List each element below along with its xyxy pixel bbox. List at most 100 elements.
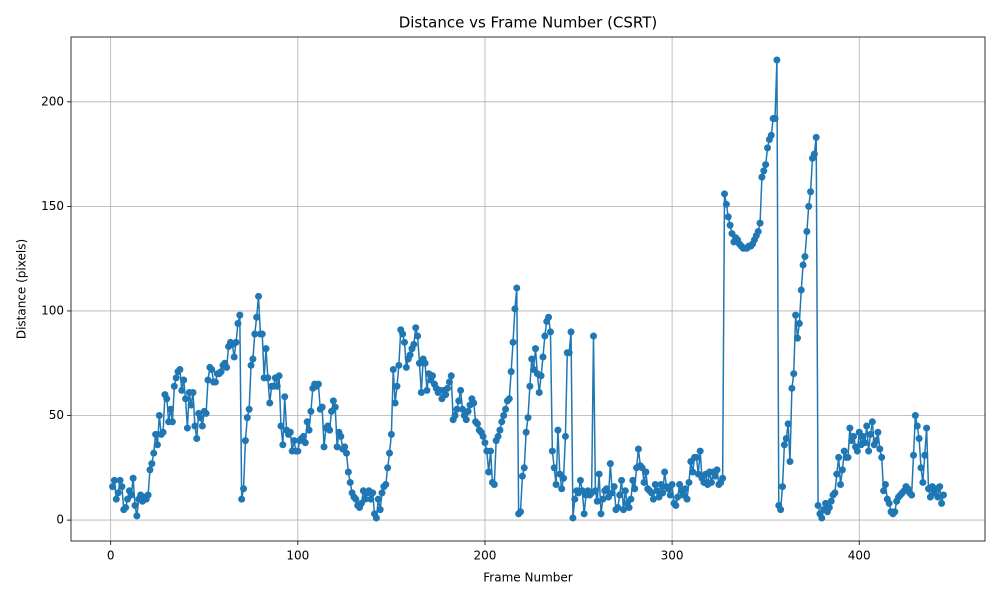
data-point (754, 227, 762, 235)
data-point (758, 173, 766, 181)
data-point (668, 481, 676, 489)
y-tick-label: 150 (41, 199, 64, 213)
data-point (133, 512, 141, 520)
data-point (552, 481, 560, 489)
data-point (866, 430, 874, 438)
data-point (243, 414, 251, 422)
data-point (522, 428, 530, 436)
data-point (155, 412, 163, 420)
data-point (850, 432, 858, 440)
data-point (571, 495, 579, 503)
data-point (279, 441, 287, 449)
data-point (603, 485, 611, 493)
data-point (919, 478, 927, 486)
data-point (172, 374, 180, 382)
data-point (447, 372, 455, 380)
data-point (249, 355, 257, 363)
data-point (642, 468, 650, 476)
data-point (589, 332, 597, 340)
data-point (329, 397, 337, 405)
data-point (795, 320, 803, 328)
data-point (657, 481, 665, 489)
data-point (878, 453, 886, 461)
data-point (496, 426, 504, 434)
data-point (509, 338, 517, 346)
data-point (473, 420, 481, 428)
data-point (412, 324, 420, 332)
data-point (520, 464, 528, 472)
data-point (344, 468, 352, 476)
data-point (372, 514, 380, 522)
data-point (567, 328, 575, 336)
data-point (376, 506, 384, 514)
y-tick-label: 50 (49, 408, 64, 422)
data-point (507, 368, 515, 376)
data-point (621, 487, 629, 495)
data-point (331, 403, 339, 411)
data-point (303, 418, 311, 426)
data-point (146, 466, 154, 474)
data-point (281, 393, 289, 401)
data-point (234, 320, 242, 328)
data-point (782, 435, 790, 443)
data-point (511, 305, 519, 313)
data-point (833, 470, 841, 478)
y-axis-label: Distance (pixels) (15, 239, 29, 339)
data-point (500, 412, 508, 420)
data-point (208, 366, 216, 374)
data-point (197, 414, 205, 422)
data-point (505, 395, 513, 403)
data-point (597, 510, 605, 518)
data-point (389, 366, 397, 374)
data-point (410, 340, 418, 348)
data-point (606, 460, 614, 468)
data-point (863, 422, 871, 430)
data-point (361, 495, 369, 503)
data-point (593, 497, 601, 505)
data-point (827, 497, 835, 505)
data-point (814, 501, 822, 509)
data-point (696, 447, 704, 455)
data-point (232, 338, 240, 346)
data-point (913, 422, 921, 430)
data-point (541, 332, 549, 340)
data-point (720, 190, 728, 198)
data-point (535, 389, 543, 397)
data-point (569, 514, 577, 522)
data-point (369, 489, 377, 497)
x-tick-label: 100 (286, 549, 309, 563)
data-point (526, 382, 534, 390)
data-point (337, 432, 345, 440)
data-point (168, 418, 176, 426)
data-point (939, 491, 947, 499)
data-point (546, 328, 554, 336)
data-point (176, 366, 184, 374)
plot-area (109, 56, 947, 522)
data-point (273, 382, 281, 390)
data-point (685, 478, 693, 486)
data-point (236, 311, 244, 319)
data-point (320, 443, 328, 451)
data-point (150, 449, 158, 457)
data-point (406, 351, 414, 359)
data-point (189, 389, 197, 397)
axes-frame (70, 36, 986, 542)
data-point (911, 412, 919, 420)
data-point (631, 485, 639, 493)
data-point (885, 499, 893, 507)
data-point (803, 227, 811, 235)
data-point (346, 478, 354, 486)
data-point (264, 374, 272, 382)
data-point (576, 476, 584, 484)
data-point (777, 506, 785, 514)
data-point (167, 405, 175, 413)
data-point (275, 372, 283, 380)
data-point (874, 428, 882, 436)
data-point (760, 167, 768, 175)
data-point (414, 332, 422, 340)
data-point (788, 384, 796, 392)
data-point (402, 363, 410, 371)
data-point (202, 409, 210, 417)
y-tick-label: 0 (56, 513, 64, 527)
data-point (258, 330, 266, 338)
